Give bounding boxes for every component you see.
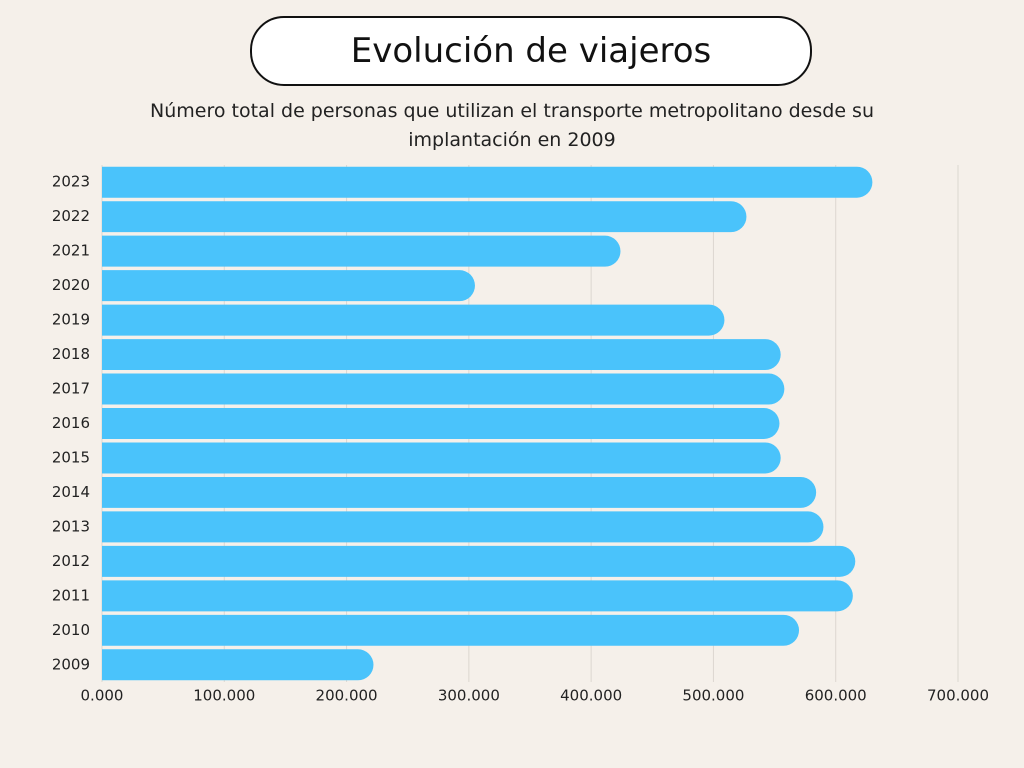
y-tick-label: 2009 [52,655,90,673]
x-tick-label: 200.000 [316,687,378,705]
bar [102,339,781,371]
y-tick-label: 2015 [52,448,90,466]
bar [102,304,725,336]
y-tick-label: 2011 [52,586,90,604]
x-tick-label: 500.000 [682,687,744,705]
bar [102,476,817,508]
y-tick-label: 2014 [52,483,90,501]
y-tick-label: 2010 [52,621,90,639]
y-tick-label: 2012 [52,552,90,570]
y-tick-label: 2021 [52,242,90,260]
x-tick-label: 100.000 [193,687,255,705]
bar [102,545,856,577]
bar [101,235,621,267]
y-tick-label: 2019 [52,311,90,329]
bar [102,511,824,543]
bar [102,373,785,405]
y-tick-label: 2013 [52,517,90,535]
chart-title: Evolución de viajeros [250,16,812,86]
bar [102,270,475,302]
y-tick-label: 2023 [52,173,90,191]
chart-subtitle: Número total de personas que utilizan el… [150,100,874,151]
x-tick-label: 700.000 [927,687,989,705]
y-tick-label: 2020 [52,276,90,294]
bar [102,408,780,439]
bar [102,201,747,233]
bar [102,649,374,681]
x-tick-label: 300.000 [438,687,500,705]
x-tick-label: 400.000 [560,687,622,705]
x-tick-label: 600.000 [805,687,867,705]
bar [102,442,781,474]
bar [102,166,873,198]
y-tick-label: 2022 [52,207,90,225]
y-tick-label: 2016 [52,414,90,432]
y-tick-label: 2018 [52,345,90,363]
y-tick-label: 2017 [52,380,90,398]
bar [102,614,800,646]
bar [102,580,853,612]
x-tick-label: 0.000 [81,687,124,705]
